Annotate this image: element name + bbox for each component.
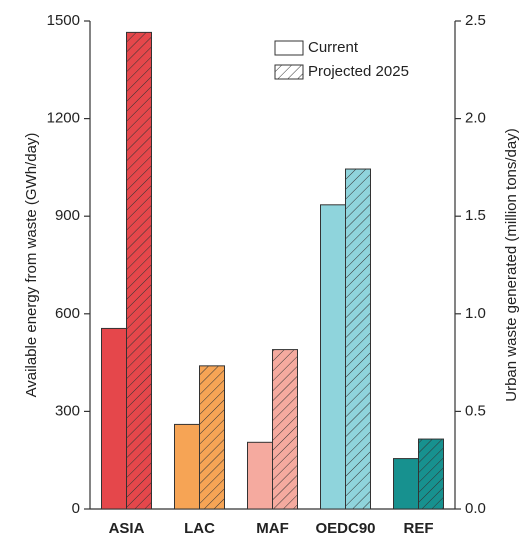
legend-label: Projected 2025 <box>308 63 409 80</box>
y2-tick-label: 1.5 <box>465 207 486 224</box>
legend-hatch <box>275 65 303 79</box>
y-tick-label: 900 <box>55 207 80 224</box>
y2-tick-label: 2.0 <box>465 110 486 127</box>
bar <box>345 168 371 510</box>
y-axis-label: Available energy from waste (GWh/day) <box>23 133 40 398</box>
y2-tick-label: 2.5 <box>465 12 486 29</box>
x-tick-label: LAC <box>184 520 215 537</box>
y2-tick-label: 1.0 <box>465 305 486 322</box>
y-tick-label: 0 <box>72 500 80 517</box>
y2-tick-label: 0.5 <box>465 402 486 419</box>
x-tick-label: MAF <box>256 520 289 537</box>
x-tick-label: ASIA <box>109 520 145 537</box>
y-tick-label: 600 <box>55 305 80 322</box>
bar <box>393 458 419 510</box>
y-tick-label: 1200 <box>47 110 80 127</box>
bar <box>126 31 152 510</box>
x-tick-label: REF <box>404 520 434 537</box>
bar <box>199 365 225 510</box>
bar <box>272 349 298 510</box>
bar <box>320 204 346 510</box>
bar <box>174 423 200 510</box>
legend-swatch <box>274 40 304 56</box>
bar <box>418 438 444 510</box>
bar <box>101 327 127 510</box>
y-tick-label: 300 <box>55 402 80 419</box>
x-tick-label: OEDC90 <box>315 520 375 537</box>
legend-label: Current <box>308 39 359 56</box>
y2-tick-label: 0.0 <box>465 500 486 517</box>
y-tick-label: 1500 <box>47 12 80 29</box>
bar <box>247 441 273 510</box>
y2-axis-label: Urban waste generated (million tons/day) <box>503 128 520 401</box>
